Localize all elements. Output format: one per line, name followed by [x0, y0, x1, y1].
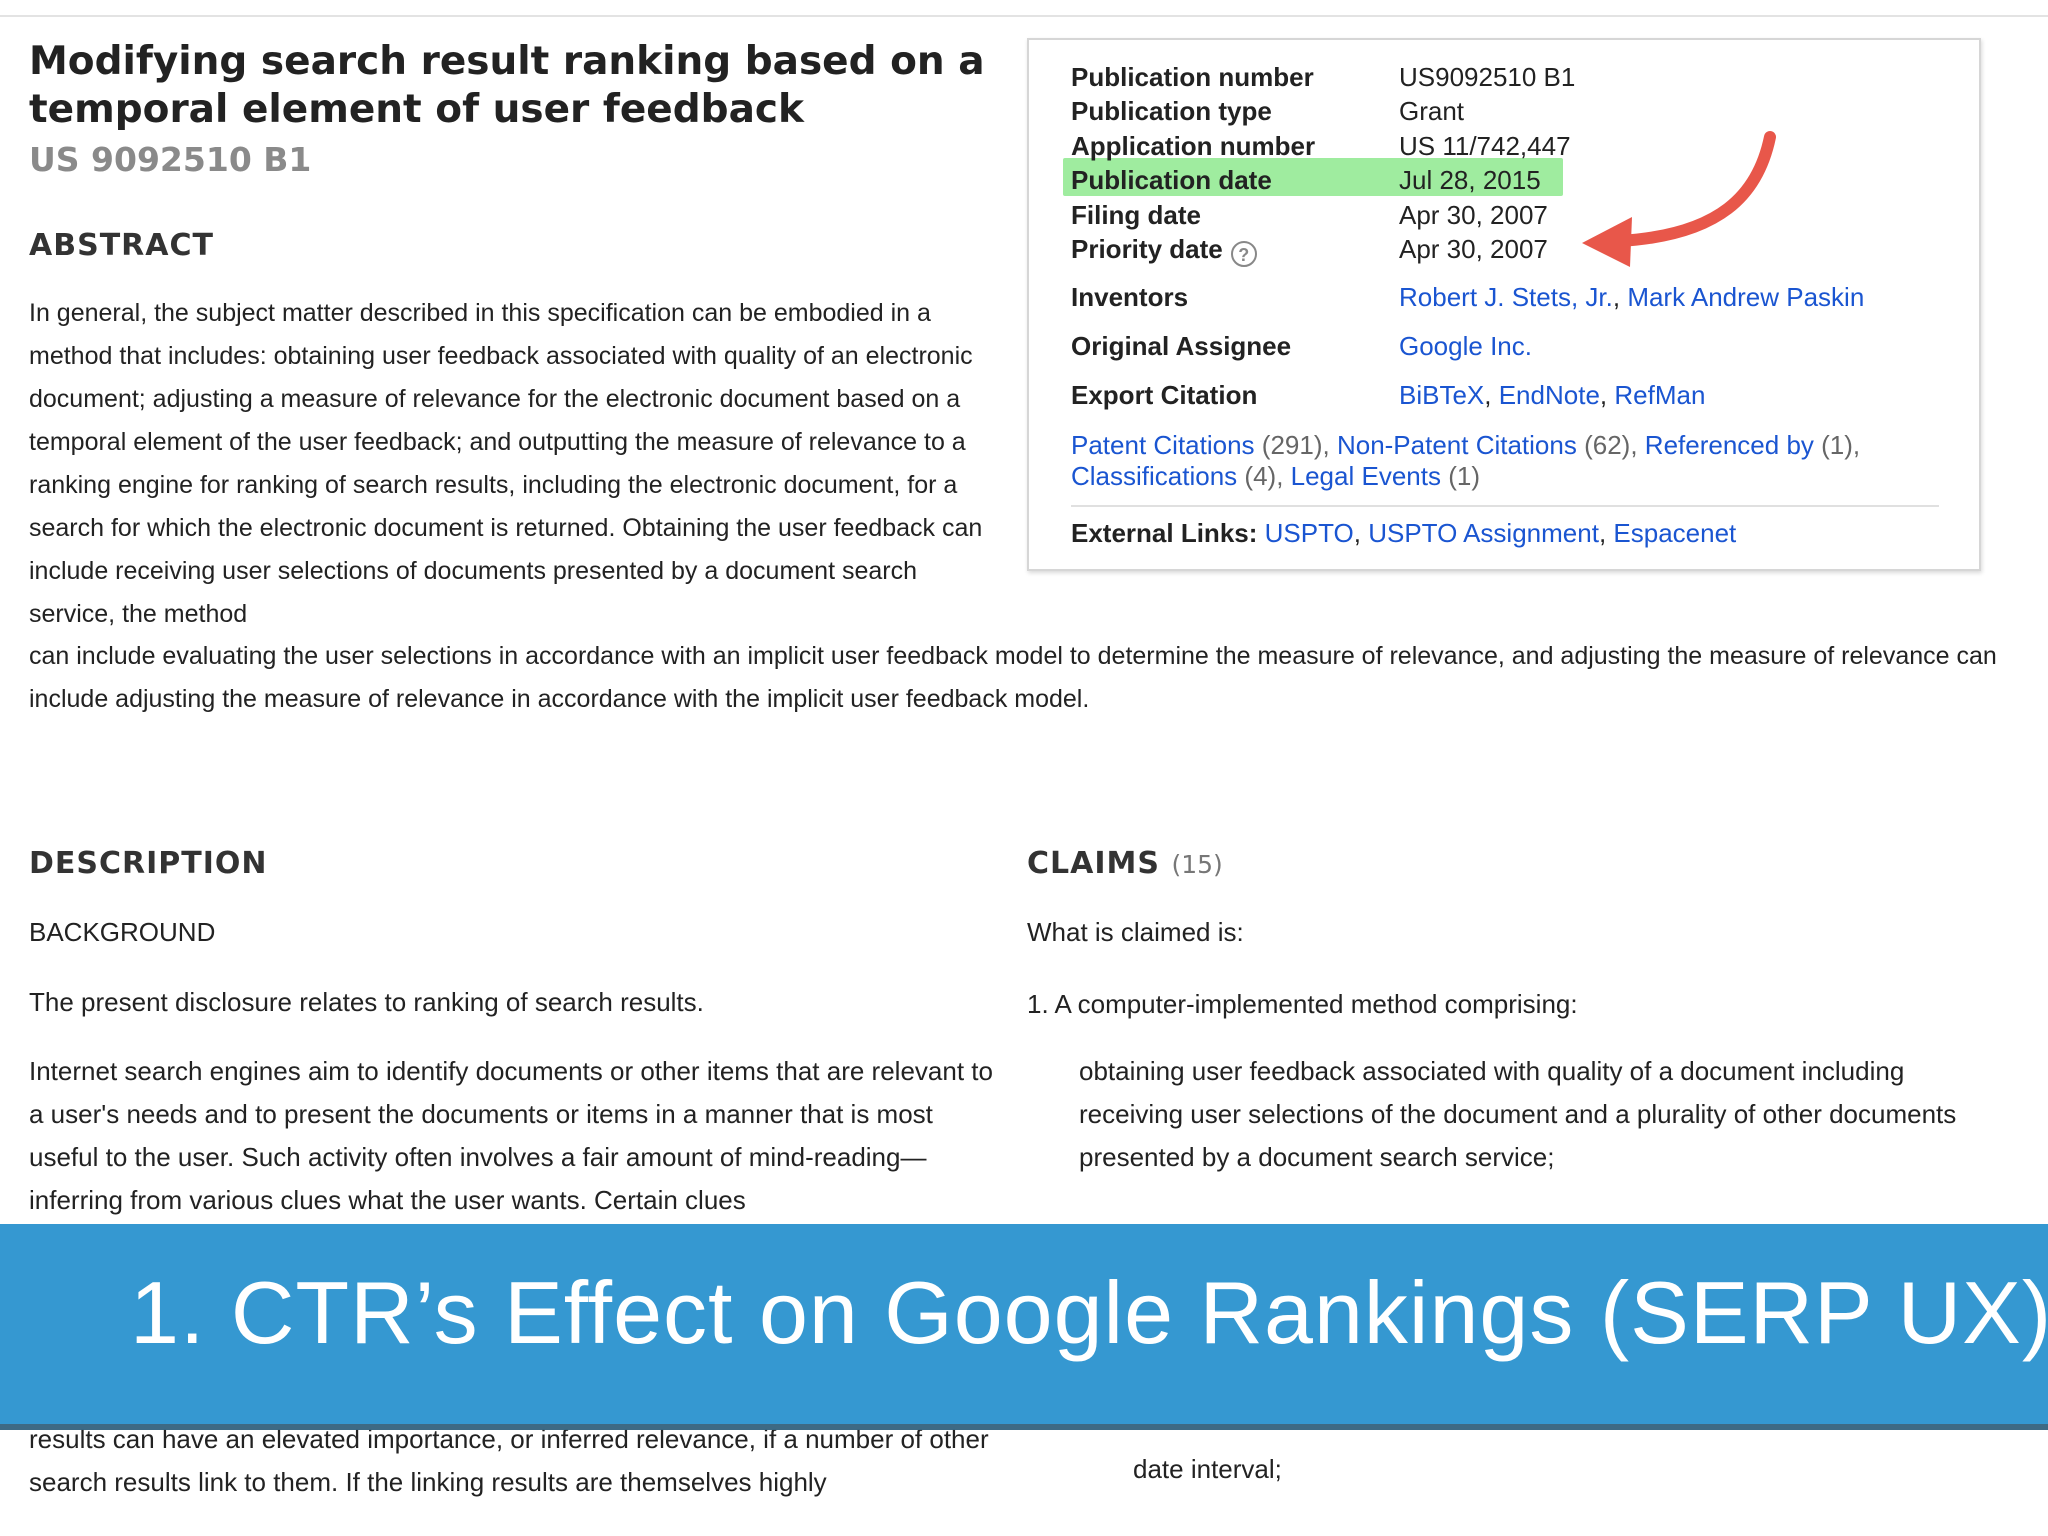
info-label-text: Priority date — [1071, 234, 1223, 264]
inventor-link[interactable]: Robert J. Stets, Jr. — [1399, 282, 1613, 312]
abstract-text-continued: can include evaluating the user selectio… — [29, 642, 1997, 713]
description-paragraph: results can have an elevated importance,… — [29, 1424, 989, 1497]
export-endnote-link[interactable]: EndNote — [1498, 380, 1600, 410]
description-paragraph: The present disclosure relates to rankin… — [29, 987, 704, 1017]
patent-citations-link[interactable]: Patent Citations — [1071, 430, 1255, 460]
description-heading: DESCRIPTION — [29, 846, 268, 881]
info-value: Apr 30, 2007 — [1399, 200, 1548, 230]
info-label: Priority date? — [1071, 234, 1257, 267]
non-patent-citations-link[interactable]: Non-Patent Citations — [1336, 430, 1577, 460]
patent-number: US 9092510 B1 — [29, 140, 312, 179]
inventor-link[interactable]: Mark Andrew Paskin — [1627, 282, 1865, 312]
info-value: Apr 30, 2007 — [1399, 234, 1548, 264]
info-label: Original Assignee — [1071, 331, 1292, 361]
abstract-heading: ABSTRACT — [29, 228, 214, 263]
background-heading: BACKGROUND — [29, 917, 216, 947]
annotation-arrow-icon — [1582, 131, 1776, 267]
legal-events-link[interactable]: Legal Events — [1290, 461, 1441, 491]
info-value: Google Inc. — [1399, 331, 1532, 362]
info-label: Export Citation — [1071, 380, 1258, 410]
claim-1: 1. A computer-implemented method compris… — [1027, 989, 1578, 1019]
info-value: Jul 28, 2015 — [1399, 165, 1541, 195]
info-label: Application number — [1071, 131, 1316, 161]
citation-count: (1) — [1448, 461, 1480, 491]
info-value: Grant — [1399, 96, 1465, 126]
claims-heading-text: CLAIMS — [1027, 846, 1160, 881]
citation-count: (1) — [1821, 430, 1853, 460]
claim-1-step: obtaining user feedback associated with … — [1079, 1056, 1957, 1172]
export-refman-link[interactable]: RefMan — [1614, 380, 1706, 410]
info-value: US 11/742,447 — [1399, 131, 1571, 161]
external-links-label: External Links: — [1071, 518, 1258, 548]
info-label: Filing date — [1071, 200, 1201, 230]
info-label: Publication type — [1071, 96, 1272, 126]
patent-title: Modifying search result ranking based on… — [29, 39, 985, 132]
info-value: BiBTeX, EndNote, RefMan — [1399, 380, 1706, 410]
banner-title: 1. CTR’s Effect on Google Rankings (SERP… — [130, 1263, 2048, 1362]
info-label: Publication date — [1071, 165, 1272, 195]
info-value: Robert J. Stets, Jr., Mark Andrew Paskin — [1399, 282, 1865, 312]
title-banner: 1. CTR’s Effect on Google Rankings (SERP… — [0, 1224, 2048, 1430]
claims-intro: What is claimed is: — [1027, 917, 1244, 947]
abstract-text: In general, the subject matter described… — [29, 299, 983, 628]
info-value: US9092510 B1 — [1399, 62, 1576, 92]
citation-count: (291) — [1261, 430, 1323, 460]
info-divider — [1071, 505, 1939, 507]
citation-count: (4) — [1244, 461, 1277, 491]
external-links: External Links: USPTO, USPTO Assignment,… — [1071, 518, 1737, 548]
classifications-link[interactable]: Classifications — [1071, 461, 1238, 491]
patent-info-panel: Publication number US9092510 B1 Publicat… — [1027, 38, 1981, 571]
export-bibtex-link[interactable]: BiBTeX — [1399, 380, 1485, 410]
referenced-by-link[interactable]: Referenced by — [1644, 430, 1814, 460]
claims-count: (15) — [1171, 850, 1223, 879]
citation-links: Patent Citations (291), Non-Patent Citat… — [1071, 430, 1861, 491]
publication-date-highlight — [1063, 158, 1563, 196]
assignee-link[interactable]: Google Inc. — [1399, 331, 1532, 361]
info-label: Inventors — [1071, 282, 1189, 312]
claims-heading: CLAIMS (15) — [1027, 846, 1223, 881]
espacenet-link[interactable]: Espacenet — [1613, 518, 1737, 548]
top-divider — [0, 15, 2048, 17]
info-label: Publication number — [1071, 62, 1314, 92]
description-paragraph: Internet search engines aim to identify … — [29, 1056, 993, 1215]
help-icon[interactable]: ? — [1230, 241, 1257, 267]
citation-count: (62) — [1584, 430, 1631, 460]
uspto-link[interactable]: USPTO — [1264, 518, 1354, 548]
uspto-assignment-link[interactable]: USPTO Assignment — [1368, 518, 1599, 548]
claim-1-step-tail: date interval; — [1133, 1454, 1282, 1484]
